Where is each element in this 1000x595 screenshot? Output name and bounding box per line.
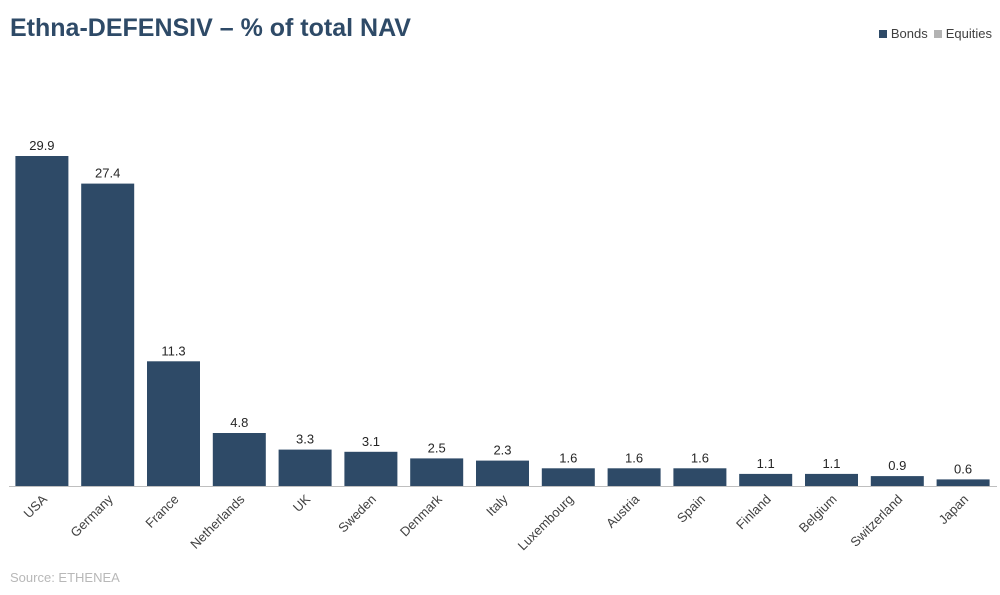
legend-swatch-bonds xyxy=(878,29,887,38)
value-label-belgium: 1.1 xyxy=(822,456,840,471)
bar-netherlands xyxy=(212,433,266,486)
category-label-netherlands: Netherlands xyxy=(187,491,248,552)
value-label-usa: 29.9 xyxy=(29,138,54,153)
category-label-france: France xyxy=(142,492,181,531)
category-label-germany: Germany xyxy=(67,491,116,540)
bar-switzerland xyxy=(870,476,924,486)
category-label-luxembourg: Luxembourg xyxy=(515,492,577,554)
value-label-switzerland: 0.9 xyxy=(888,458,906,473)
bar-france xyxy=(147,361,200,486)
legend-swatch-equities xyxy=(933,29,942,38)
chart-title: Ethna-DEFENSIV – % of total NAV xyxy=(10,14,411,42)
chart-legend: Bonds Equities xyxy=(878,26,992,41)
bar-usa xyxy=(15,156,69,486)
bar-uk xyxy=(278,449,332,486)
category-label-switzerland: Switzerland xyxy=(847,492,905,550)
category-label-spain: Spain xyxy=(674,492,708,526)
bar-germany xyxy=(81,183,135,486)
legend-item-equities: Equities xyxy=(933,26,992,41)
value-label-italy: 2.3 xyxy=(493,443,511,458)
bar-austria xyxy=(607,468,661,486)
value-label-netherlands: 4.8 xyxy=(230,415,248,430)
value-label-uk: 3.3 xyxy=(296,432,314,447)
category-label-japan: Japan xyxy=(936,492,972,528)
category-label-belgium: Belgium xyxy=(796,492,840,536)
value-label-denmark: 2.5 xyxy=(428,440,446,455)
value-label-france: 11.3 xyxy=(161,343,185,358)
category-label-usa: USA xyxy=(21,491,51,521)
category-label-italy: Italy xyxy=(483,491,511,519)
value-label-austria: 1.6 xyxy=(625,450,643,465)
bar-finland xyxy=(739,473,793,486)
category-label-denmark: Denmark xyxy=(397,491,445,539)
legend-item-bonds: Bonds xyxy=(878,26,928,41)
category-label-finland: Finland xyxy=(733,492,774,533)
bar-luxembourg xyxy=(541,468,595,486)
category-label-austria: Austria xyxy=(603,491,643,531)
bar-sweden xyxy=(344,451,398,486)
category-label-uk: UK xyxy=(290,491,314,515)
bar-italy xyxy=(476,460,529,486)
value-label-sweden: 3.1 xyxy=(362,434,380,449)
bar-japan xyxy=(936,479,990,486)
legend-label-bonds: Bonds xyxy=(890,26,928,41)
value-label-germany: 27.4 xyxy=(95,166,120,181)
category-label-sweden: Sweden xyxy=(335,492,379,536)
value-label-japan: 0.6 xyxy=(954,461,972,476)
legend-label-equities: Equities xyxy=(945,26,992,41)
bar-belgium xyxy=(805,473,858,486)
source-note: Source: ETHENEA xyxy=(10,570,120,585)
value-label-finland: 1.1 xyxy=(757,456,775,471)
bar-denmark xyxy=(410,458,464,486)
value-label-luxembourg: 1.6 xyxy=(559,450,577,465)
value-label-spain: 1.6 xyxy=(691,450,709,465)
bar-spain xyxy=(673,468,727,486)
